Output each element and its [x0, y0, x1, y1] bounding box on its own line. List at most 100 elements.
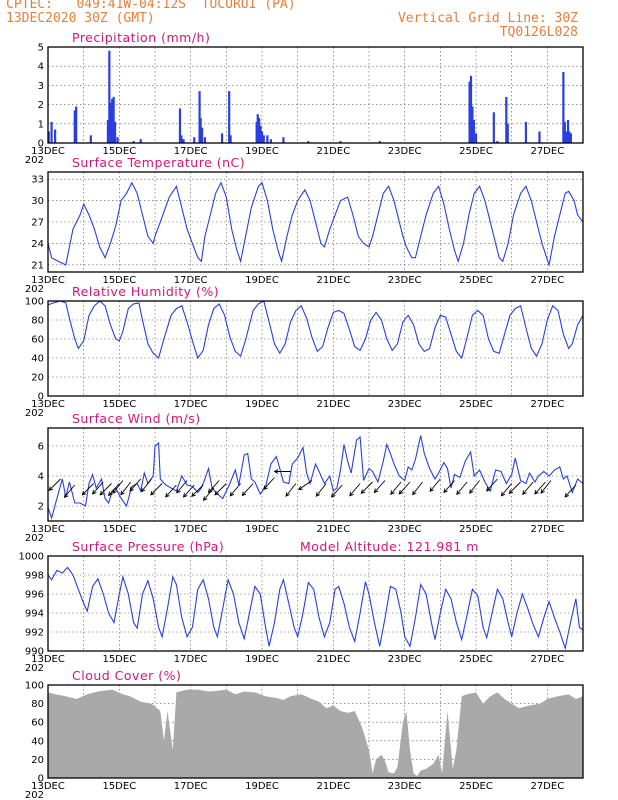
x-tick-label: 19DEC: [245, 275, 279, 286]
precip-bar: [565, 131, 568, 143]
wind-arrow-head: [48, 486, 54, 491]
x-tick-label: 15DEC: [102, 654, 136, 665]
wind-arrow-head: [469, 489, 474, 494]
x-tick-label: 15DEC: [102, 399, 136, 410]
wind-arrow-head: [150, 490, 155, 496]
wind-arrow: [349, 483, 361, 497]
wind-arrow-shaft: [64, 484, 76, 498]
y-tick-label: 100: [25, 297, 44, 308]
y-tick-label: 20: [31, 755, 44, 766]
wind-arrow-shaft: [456, 481, 468, 495]
wind-arrow-head: [202, 496, 208, 501]
y-tick-label: 2: [38, 502, 44, 513]
wind-arrow-shaft: [120, 481, 132, 495]
precip-bar: [203, 137, 207, 143]
y-tick-label: 6: [38, 442, 44, 453]
x-tick-label: 21DEC: [316, 146, 350, 157]
wind-arrow: [182, 484, 195, 498]
panel-title: Surface Temperature (nC): [72, 155, 245, 170]
x-tick-label: 17DEC: [174, 781, 208, 792]
wind-arrow-head: [500, 491, 506, 497]
wind-arrow: [99, 483, 112, 496]
precip-bar: [307, 141, 310, 143]
x-tick-label: 15DEC: [102, 275, 136, 286]
wind-arrow-head: [540, 489, 545, 494]
wind-arrow: [298, 480, 313, 491]
x-tick-label: 21DEC: [316, 275, 350, 286]
x-tick-label: 21DEC: [316, 399, 350, 410]
x-tick-label: 27DEC: [530, 654, 564, 665]
header-grid-line-info: Vertical Grid Line: 30Z: [397, 11, 578, 26]
wind-arrow-head: [398, 489, 404, 495]
wind-arrow-shaft: [540, 480, 552, 494]
x-tick-label: 23DEC: [388, 524, 422, 535]
wind-arrow: [214, 483, 227, 496]
y-tick-label: 5: [38, 43, 44, 54]
precip-bar: [259, 125, 262, 143]
wind-arrow: [486, 478, 498, 492]
y-tick-label: 1: [38, 119, 44, 130]
wind-arrow-head: [129, 486, 134, 492]
x-tick-label: 13DEC: [31, 524, 65, 535]
wind-arrow: [129, 478, 142, 492]
wind-arrow-shaft: [534, 481, 546, 495]
panel-4: 2 4 6 Surface Wind (m/s) 13DEC 15DEC 17DEC 19DE…: [25, 411, 584, 544]
precip-bar: [256, 114, 259, 143]
wind-arrow: [429, 478, 441, 492]
wind-arrow-head: [298, 485, 303, 491]
header-date-line: 13DEC2020 30Z (GMT): [6, 11, 155, 26]
wind-arrow-head: [349, 491, 354, 497]
x-tick-label: 13DEC: [31, 654, 65, 665]
wind-arrow-head: [522, 490, 527, 495]
x-tick-label: 17DEC: [174, 524, 208, 535]
x-tick-label: 15DEC: [102, 524, 136, 535]
precip-bar: [198, 91, 201, 143]
precip-bar: [108, 50, 111, 144]
wind-arrow-head: [360, 489, 366, 494]
x-tick-label: 27DEC: [530, 781, 564, 792]
panel-frame: [47, 555, 584, 652]
y-tick-label: 0: [38, 139, 44, 150]
y-tick-label: 996: [25, 590, 44, 601]
precip-bar: [538, 131, 541, 143]
precip-bar: [132, 141, 135, 143]
x-tick-label: 21DEC: [316, 781, 350, 792]
y-tick-label: 60: [31, 718, 44, 729]
x-tick-label: 17DEC: [174, 146, 208, 157]
wind-arrow: [564, 484, 577, 498]
precip-bar: [116, 137, 119, 143]
wind-arrow-shaft: [412, 481, 423, 495]
wind-arrow-shaft: [564, 484, 577, 498]
wind-arrow-shaft: [374, 480, 386, 493]
precip-bar: [89, 135, 92, 143]
precip-bar: [269, 139, 273, 143]
wind-arrow-shaft: [176, 480, 188, 494]
precip-bar: [200, 127, 204, 143]
wind-arrow-head: [165, 492, 170, 498]
x-tick-label: 25DEC: [459, 275, 493, 286]
precip-bar: [109, 102, 112, 143]
x-year-fragment: 202: [25, 284, 44, 295]
wind-arrow-head: [508, 489, 514, 494]
wind-arrow-head: [273, 469, 279, 474]
precip-bar: [266, 135, 269, 143]
wind-arrow-head: [141, 487, 146, 493]
precip-bar: [378, 141, 381, 143]
precip-bar: [193, 137, 196, 143]
y-tick-label: 27: [31, 218, 44, 229]
precip-bar: [339, 141, 342, 143]
precip-bar: [106, 119, 110, 143]
precip-bar: [569, 133, 572, 143]
y-tick-label: 998: [25, 571, 44, 582]
precip-bar: [468, 81, 471, 143]
panel-frame: [47, 684, 584, 779]
y-tick-label: 40: [31, 354, 44, 365]
x-year-fragment: 202: [25, 155, 44, 166]
precip-bar: [54, 129, 57, 143]
precip-bar: [229, 135, 232, 143]
precip-bar: [260, 131, 264, 143]
wind-arrow: [360, 481, 373, 494]
panel-title: Relative Humidity (%): [72, 284, 219, 299]
wind-arrow-head: [285, 492, 290, 497]
wind-arrow-shaft: [99, 483, 112, 496]
